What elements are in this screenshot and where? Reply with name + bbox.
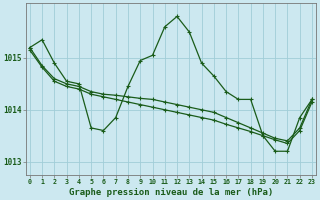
- X-axis label: Graphe pression niveau de la mer (hPa): Graphe pression niveau de la mer (hPa): [69, 188, 273, 197]
